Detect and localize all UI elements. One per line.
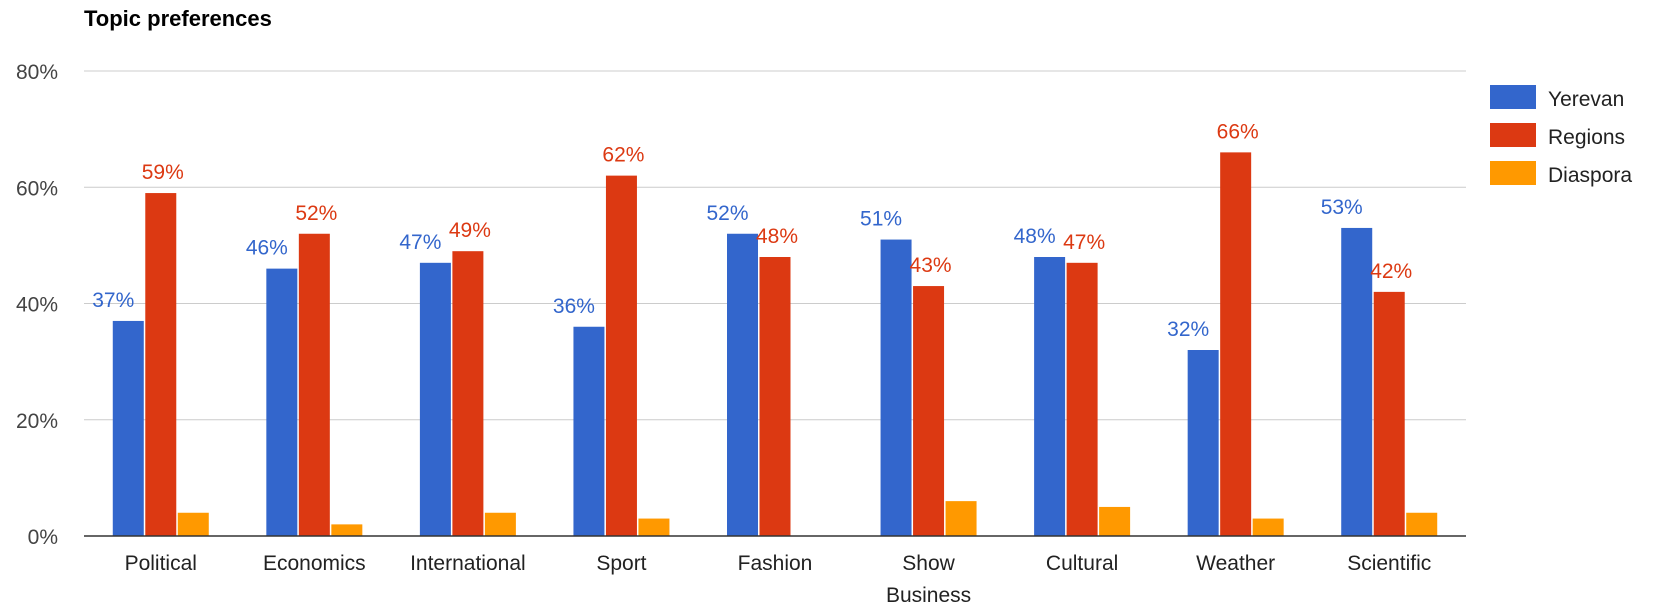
legend-label-yerevan: Yerevan: [1548, 88, 1624, 111]
data-label-yerevan: 53%: [1321, 196, 1363, 219]
bar-regions-show-business: [913, 286, 945, 536]
data-label-regions: 48%: [756, 225, 798, 248]
data-label-yerevan: 37%: [92, 289, 134, 312]
x-tick-label: Sport: [596, 552, 646, 575]
data-label-regions: 66%: [1217, 120, 1259, 143]
x-tick-label-word: Business: [886, 584, 971, 607]
legend-swatch-yerevan: [1490, 85, 1536, 109]
data-label-yerevan: 46%: [246, 237, 288, 260]
bar-regions-sport: [605, 175, 637, 536]
bar-diaspora-show-business: [945, 501, 977, 536]
data-label-regions: 49%: [449, 219, 491, 242]
legend-label-diaspora: Diaspora: [1548, 164, 1632, 187]
data-labels: 37% 59% 46% 52% 47% 49% 36% 62% 52% 48% 51% 43% 48% 4…: [92, 120, 1412, 341]
bar-diaspora-scientific: [1406, 512, 1438, 536]
x-tick-label: Economics: [263, 552, 366, 575]
x-tick-label: International: [410, 552, 526, 575]
chart-title: Topic preferences: [84, 6, 272, 31]
x-tick-label: Show Business: [886, 552, 971, 607]
bar-diaspora-cultural: [1099, 506, 1131, 536]
bar-yerevan-economics: [266, 268, 298, 536]
x-tick-label: Scientific: [1347, 552, 1431, 575]
data-label-regions: 52%: [295, 202, 337, 225]
bar-regions-economics: [298, 233, 330, 536]
bar-yerevan-international: [419, 262, 451, 536]
bar-regions-international: [452, 251, 484, 536]
data-label-yerevan: 47%: [399, 231, 441, 254]
y-tick-label: 60%: [16, 177, 58, 200]
bar-yerevan-show-business: [880, 239, 912, 536]
data-label-yerevan: 36%: [553, 295, 595, 318]
bar-regions-weather: [1220, 152, 1252, 536]
y-tick-label: 80%: [16, 61, 58, 84]
y-tick-label: 40%: [16, 294, 58, 317]
bars: [112, 152, 1438, 536]
bar-diaspora-economics: [331, 524, 363, 536]
bar-yerevan-fashion: [727, 233, 758, 536]
bar-regions-scientific: [1373, 291, 1405, 536]
bar-diaspora-weather: [1252, 518, 1284, 536]
data-label-yerevan: 51%: [860, 208, 902, 231]
bar-regions-fashion: [759, 257, 791, 536]
data-label-regions: 43%: [910, 254, 952, 277]
x-tick-label: Cultural: [1046, 552, 1118, 575]
data-label-yerevan: 52%: [706, 202, 748, 225]
data-label-yerevan: 48%: [1014, 225, 1056, 248]
data-label-regions: 42%: [1370, 260, 1412, 283]
x-tick-label: Political: [125, 552, 197, 575]
bar-yerevan-cultural: [1034, 257, 1066, 536]
legend-label-regions: Regions: [1548, 126, 1625, 149]
bar-yerevan-weather: [1187, 350, 1219, 536]
bar-diaspora-sport: [638, 518, 670, 536]
data-label-regions: 59%: [142, 161, 184, 184]
bar-regions-cultural: [1066, 262, 1098, 536]
axes: 0% 20% 40% 60% 80% Political Economics Internat…: [16, 61, 1466, 607]
y-tick-label: 0%: [28, 526, 58, 549]
legend: Yerevan Regions Diaspora: [1490, 85, 1632, 187]
bar-yerevan-scientific: [1341, 227, 1373, 536]
bar-diaspora-international: [484, 512, 516, 536]
bar-regions-political: [145, 193, 177, 536]
bar-diaspora-political: [177, 512, 209, 536]
data-label-regions: 47%: [1063, 231, 1105, 254]
data-label-yerevan: 32%: [1167, 318, 1209, 341]
bar-yerevan-sport: [573, 326, 605, 536]
legend-swatch-diaspora: [1490, 161, 1536, 185]
bar-yerevan-political: [112, 320, 144, 536]
x-tick-label: Weather: [1196, 552, 1275, 575]
data-label-regions: 62%: [602, 144, 644, 167]
x-tick-label-word: Show: [902, 552, 955, 575]
x-tick-label: Fashion: [738, 552, 813, 575]
y-tick-label: 20%: [16, 410, 58, 433]
legend-swatch-regions: [1490, 123, 1536, 147]
